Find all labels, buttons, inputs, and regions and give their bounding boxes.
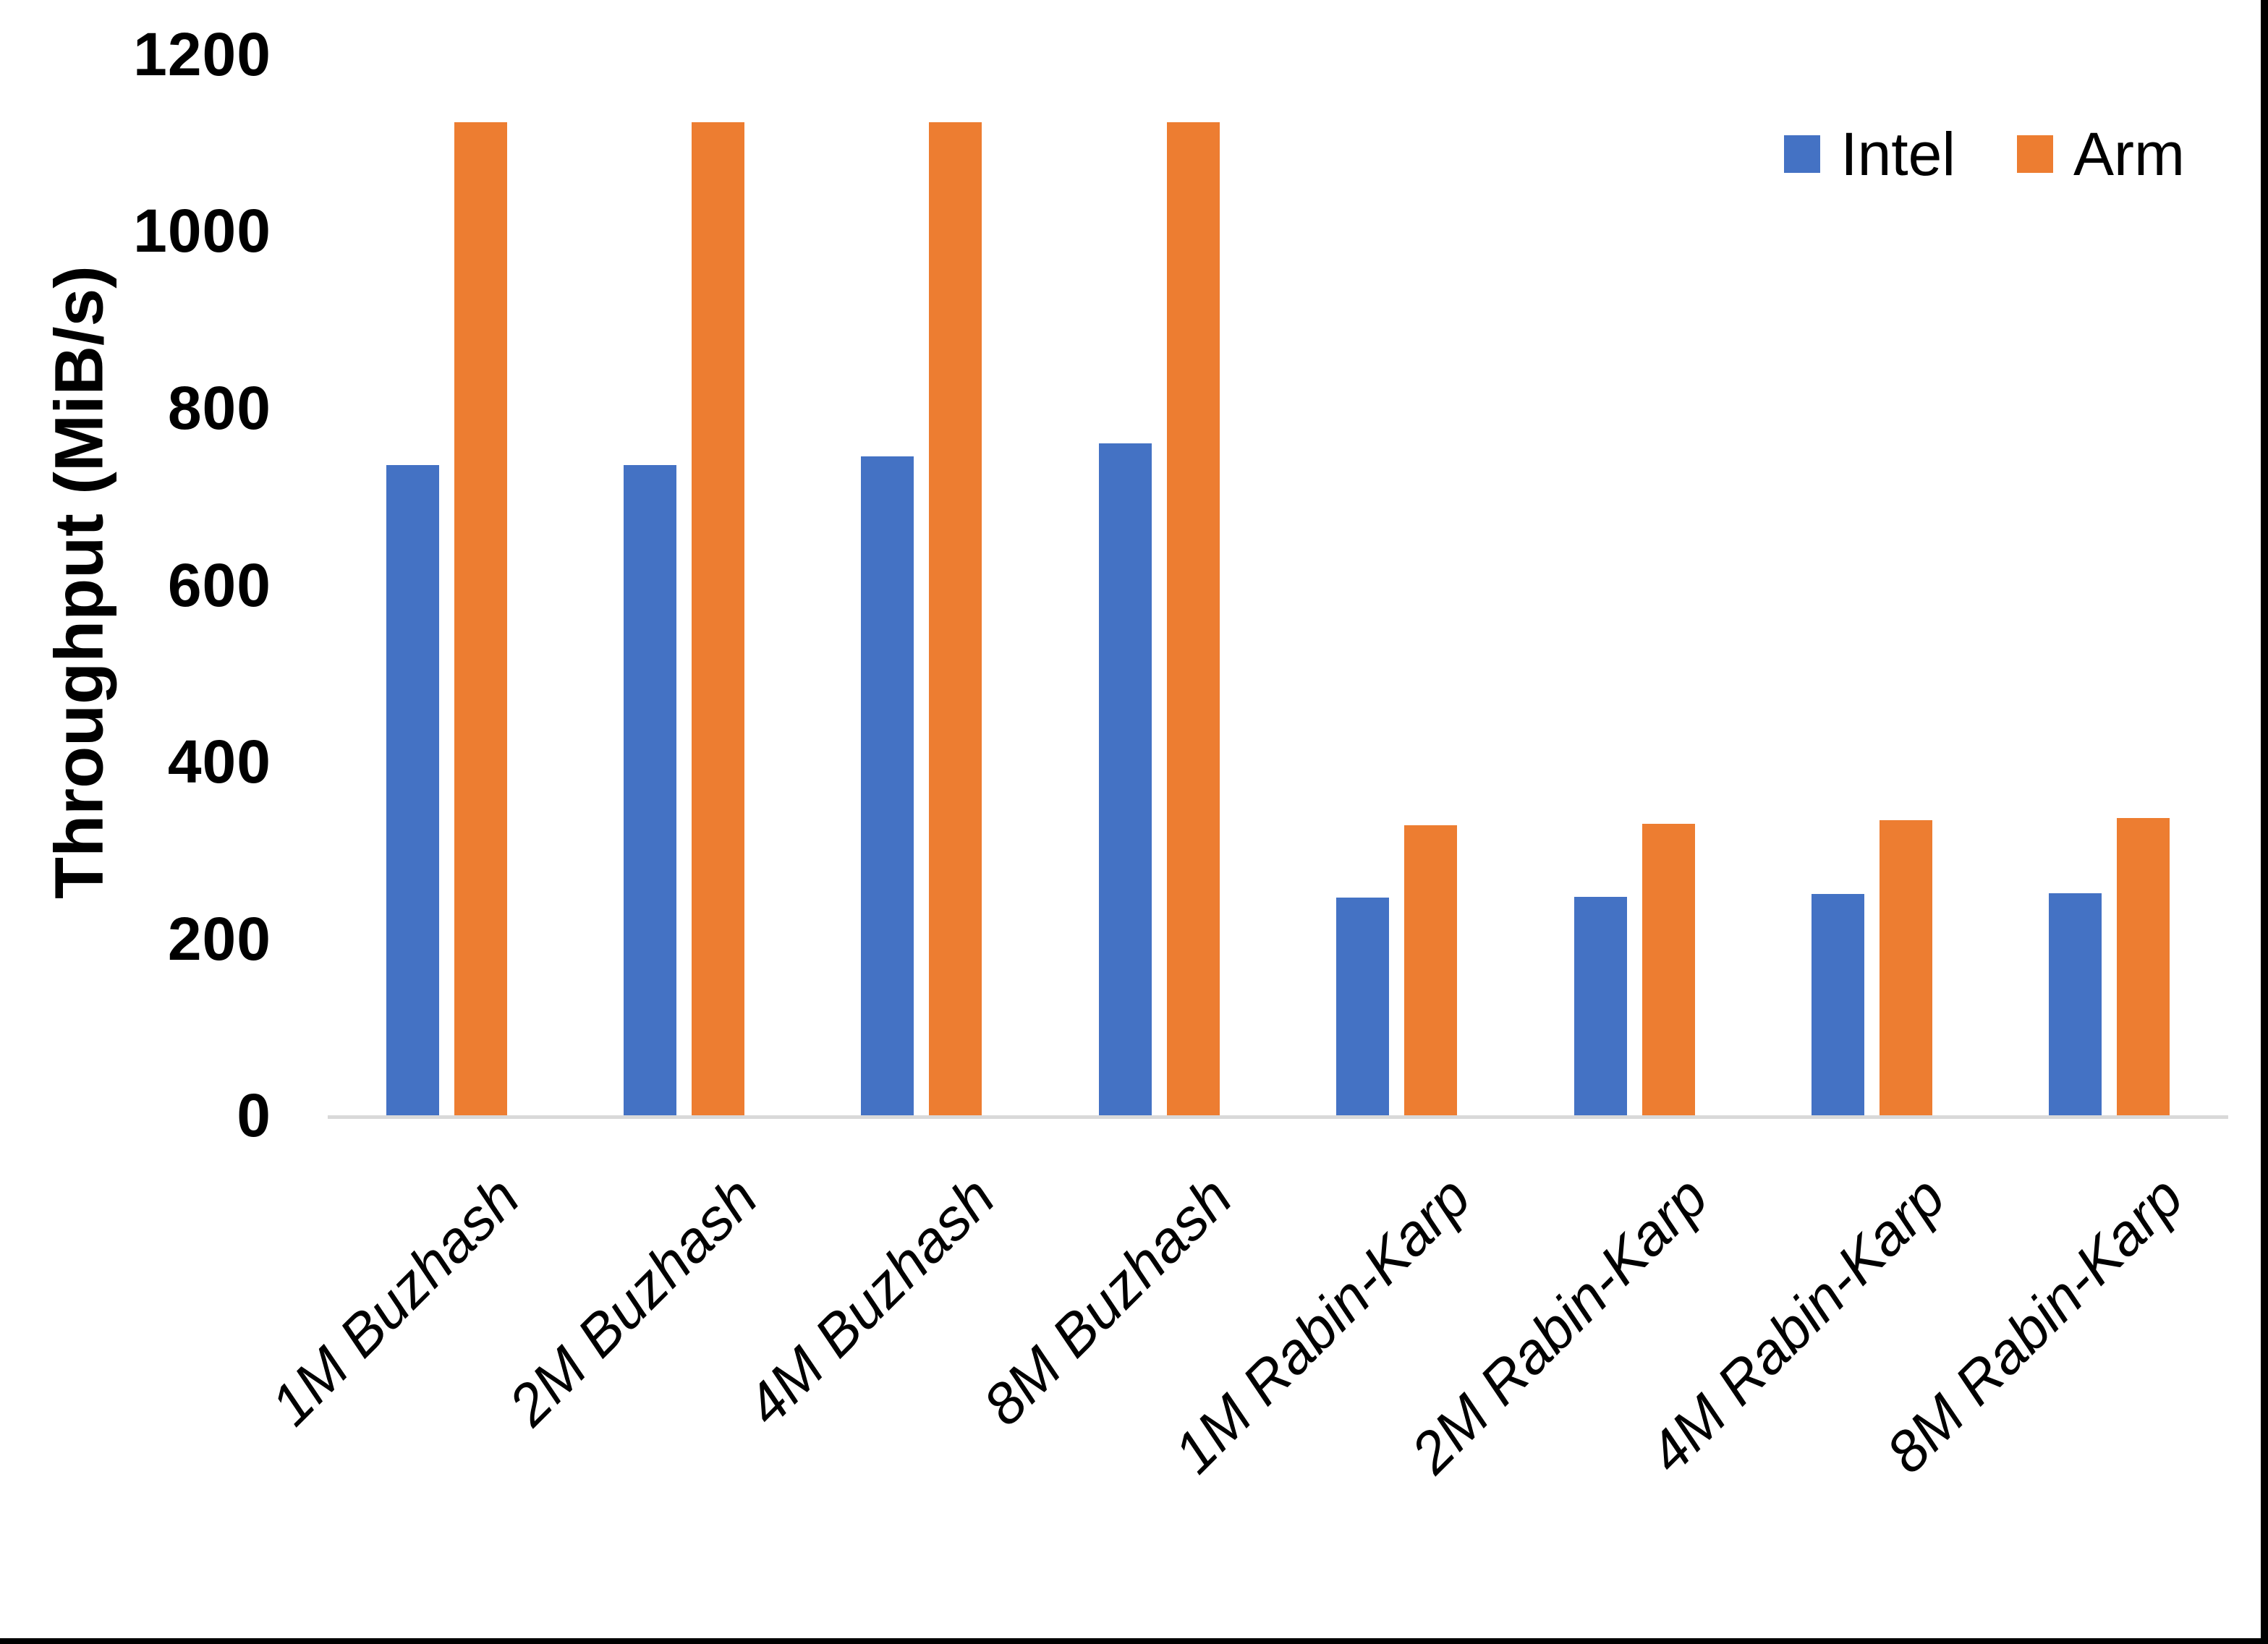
y-tick-label: 1200 — [133, 20, 271, 88]
legend-item-arm: Arm — [2017, 122, 2185, 187]
x-category-label: 1M Buzhash — [258, 1164, 532, 1438]
bar-intel-1 — [386, 465, 439, 1115]
x-category-label: 8M Rabin-Karp — [1874, 1164, 2195, 1486]
bar-arm-6 — [1642, 824, 1695, 1115]
x-category-label: 1M Rabin-Karp — [1161, 1164, 1482, 1486]
bar-arm-1 — [454, 122, 507, 1115]
x-category-label: 2M Buzhash — [496, 1164, 770, 1438]
bar-intel-2 — [624, 465, 676, 1115]
bar-arm-8 — [2117, 818, 2170, 1115]
bar-intel-3 — [861, 456, 914, 1115]
bar-intel-8 — [2049, 893, 2102, 1115]
bar-intel-5 — [1336, 898, 1389, 1115]
x-category-label: 8M Buzhash — [971, 1164, 1244, 1438]
legend: Intel Arm — [1784, 122, 2185, 187]
bar-intel-4 — [1099, 443, 1152, 1115]
legend-label-arm: Arm — [2073, 120, 2185, 188]
legend-label-intel: Intel — [1840, 120, 1956, 188]
bar-arm-3 — [929, 122, 982, 1115]
x-category-label: 4M Buzhash — [734, 1164, 1007, 1438]
bar-arm-4 — [1167, 122, 1220, 1115]
bar-intel-6 — [1574, 897, 1627, 1115]
x-category-label: 4M Rabin-Karp — [1636, 1164, 1957, 1486]
plot-area — [328, 54, 2228, 1119]
bar-arm-5 — [1404, 825, 1457, 1115]
bar-arm-2 — [692, 122, 744, 1115]
x-category-label: 2M Rabin-Karp — [1398, 1164, 1720, 1486]
bar-arm-7 — [1880, 820, 1932, 1115]
intel-series-swatch — [1784, 135, 1821, 173]
legend-item-intel: Intel — [1784, 122, 1955, 187]
y-tick-label: 1000 — [133, 197, 271, 265]
y-tick-label: 0 — [237, 1081, 271, 1149]
y-tick-label: 200 — [167, 905, 271, 973]
y-axis-title: Throughput (MiB/s) — [41, 265, 118, 899]
bar-intel-7 — [1812, 894, 1864, 1115]
arm-series-swatch — [2017, 135, 2054, 173]
